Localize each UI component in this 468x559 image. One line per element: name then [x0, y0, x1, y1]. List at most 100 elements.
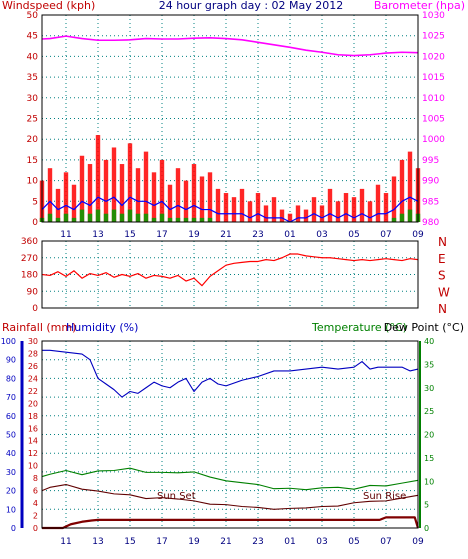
chart1-low-bar-20 — [199, 217, 205, 222]
chart1-low-bar-15 — [159, 213, 165, 222]
chart2-compass-2: S — [438, 269, 446, 283]
chart1-low-bar-44 — [391, 217, 397, 222]
chart1-xtick-05: 05 — [348, 230, 359, 240]
chart1-gust-bar-4 — [71, 184, 77, 222]
chart3-tick-labels: 0102030405060708090100024681012141618202… — [1, 337, 434, 547]
chart2-tick-labels: 0 N 90 W 180 S 270 E 360 N — [21, 235, 450, 316]
chart1-y2tick-1030: 1030 — [422, 11, 445, 21]
chart1-gust-bar-13 — [143, 151, 149, 222]
chart3-rainfall-line — [42, 516, 420, 530]
chart1-xtick-17: 17 — [156, 230, 167, 240]
chart1-xtick-13: 13 — [92, 230, 103, 240]
chart3-temp-axis-label: Temperature (°C) — [311, 321, 407, 334]
chart1-gust-bar-43 — [383, 193, 389, 222]
chart1-ytick-40: 40 — [27, 52, 39, 62]
chart1-left-axis-label: Windspeed (kph) — [2, 0, 95, 12]
chart2-compass-3: E — [438, 252, 446, 266]
chart1-xtick-03: 03 — [316, 230, 327, 240]
chart1-y2tick-985: 985 — [422, 197, 439, 207]
chart3-humtick-30: 30 — [6, 468, 16, 477]
chart3-humtick-60: 60 — [6, 412, 16, 421]
chart1-gust-bar-30 — [279, 209, 285, 222]
chart3-xtick-05: 05 — [348, 537, 359, 547]
chart1-gust-bar-44 — [391, 176, 397, 222]
chart1-gust-bar-41 — [367, 201, 373, 222]
chart1-y2tick-1000: 1000 — [422, 135, 445, 145]
chart1-gust-bar-35 — [319, 205, 325, 222]
chart3-temptick-5: 5 — [424, 501, 429, 510]
chart1-y2tick-1015: 1015 — [422, 73, 445, 83]
chart1-gust-bar-36 — [327, 188, 333, 222]
chart1-xtick-23: 23 — [252, 230, 263, 240]
sunset-annotation: Sun Set — [157, 491, 196, 502]
chart3-temptick-35: 35 — [424, 360, 434, 369]
chart2-ytick-270: 270 — [21, 254, 38, 264]
chart1-ytick-20: 20 — [27, 135, 39, 145]
chart3-humtick-80: 80 — [6, 374, 16, 383]
chart3-humidity-line — [42, 349, 419, 398]
chart1-gust-bar-26 — [247, 201, 253, 222]
chart3-temptick-25: 25 — [424, 407, 434, 416]
chart3-raintick-20: 20 — [28, 399, 38, 408]
chart1-ytick-0: 0 — [32, 218, 38, 228]
chart1-y2tick-1010: 1010 — [422, 94, 445, 104]
chart1-gust-bar-32 — [295, 205, 301, 222]
chart1-gust-bar-46 — [407, 151, 413, 222]
chart1-low-bar-18 — [183, 217, 189, 222]
chart2-ytick-180: 180 — [21, 271, 38, 281]
chart3-humtick-100: 100 — [1, 337, 16, 346]
chart1-gust-bar-7 — [95, 135, 101, 222]
chart1-low-bar-10 — [119, 213, 125, 222]
chart3-humidity-axis-label: Humidity (%) — [66, 321, 138, 334]
chart1-ytick-50: 50 — [27, 11, 39, 21]
chart3-dewpoint-line — [41, 483, 419, 510]
chart1-gust-bar-21 — [207, 172, 213, 222]
chart1-low-bar-17 — [175, 217, 181, 222]
chart3-raintick-6: 6 — [33, 487, 38, 496]
chart3-xtick-17: 17 — [156, 537, 167, 547]
chart1-y2tick-995: 995 — [422, 156, 439, 166]
chart1-y2tick-1025: 1025 — [422, 32, 445, 42]
chart3-xtick-07: 07 — [380, 537, 391, 547]
chart1-gust-bar-38 — [343, 193, 349, 222]
chart3-humtick-90: 90 — [6, 356, 16, 365]
chart3-xtick-11: 11 — [60, 537, 71, 547]
chart1-low-bar-21 — [207, 217, 213, 222]
chart1-gust-bar-29 — [271, 197, 277, 222]
chart1-tick-labels: 0510152025303540455098098599099510001005… — [27, 11, 446, 240]
chart1-gust-bar-28 — [263, 205, 269, 222]
chart1-low-bar-19 — [191, 217, 197, 222]
chart1-ytick-30: 30 — [27, 94, 39, 104]
chart3-raintick-26: 26 — [28, 362, 38, 371]
chart1-gust-bar-20 — [199, 176, 205, 222]
chart1-gust-bar-31 — [287, 213, 293, 222]
chart1-gust-bar-15 — [159, 159, 165, 222]
chart1-y2tick-990: 990 — [422, 177, 439, 187]
chart3-humtick-10: 10 — [6, 505, 16, 514]
chart3-raintick-8: 8 — [33, 474, 38, 483]
chart1-low-bar-7 — [95, 209, 101, 222]
chart1-y2tick-980: 980 — [422, 218, 439, 228]
chart1-series — [39, 35, 421, 223]
chart1-gust-bar-3 — [63, 172, 69, 222]
chart1-ytick-35: 35 — [27, 73, 38, 83]
chart1-gust-bar-22 — [215, 188, 221, 222]
chart3-xtick-19: 19 — [188, 537, 200, 547]
chart1-low-bar-46 — [407, 209, 413, 222]
chart3-temperature-line — [41, 467, 419, 491]
chart3-xtick-13: 13 — [92, 537, 103, 547]
chart1-gust-bar-33 — [303, 209, 309, 222]
chart3-temptick-20: 20 — [424, 431, 434, 440]
chart3-humtick-70: 70 — [6, 393, 16, 402]
chart3-raintick-14: 14 — [28, 437, 38, 446]
chart1-gust-bar-39 — [351, 197, 357, 222]
chart1-gust-bar-34 — [311, 197, 317, 222]
chart1-low-bar-16 — [167, 217, 173, 222]
chart3-raintick-28: 28 — [28, 349, 38, 358]
chart2-ytick-0: 0 — [32, 304, 38, 314]
chart1-ytick-10: 10 — [27, 177, 39, 187]
chart3-humtick-20: 20 — [6, 487, 16, 496]
chart2-ytick-90: 90 — [27, 287, 39, 297]
chart1-low-bar-1 — [47, 213, 53, 222]
chart1-xtick-11: 11 — [60, 230, 71, 240]
